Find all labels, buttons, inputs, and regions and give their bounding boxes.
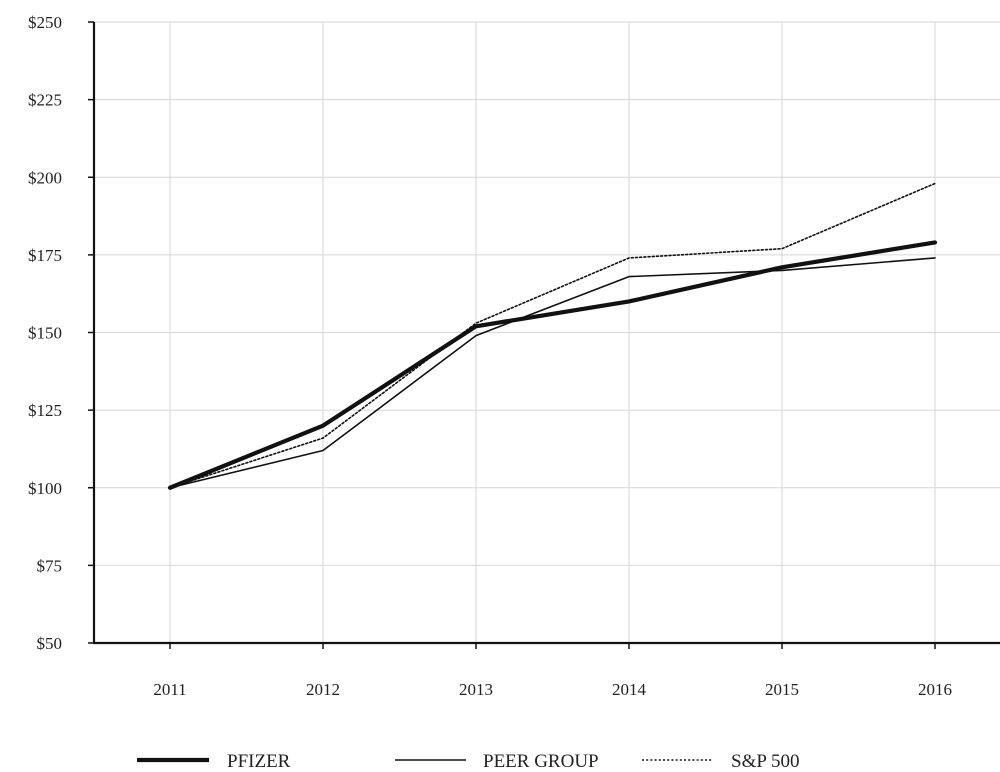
legend-label: S&P 500 [731,751,799,772]
x-tick-label: 2013 [459,680,493,699]
legend-label: PFIZER [227,751,291,772]
x-tick-label: 2016 [918,680,952,699]
legend-item-pfizer: PFIZER [137,751,291,772]
y-tick-label: $175 [28,246,62,265]
x-tick-label: 2011 [153,680,186,699]
y-tick-label: $75 [37,556,63,575]
legend: PFIZER PEER GROUP S&P 500 [137,751,799,772]
y-tick-label: $250 [28,13,62,32]
axes [88,21,1000,649]
legend-item-s-p-500: S&P 500 [642,751,799,772]
y-tick-label: $100 [28,479,62,498]
y-tick-label: $225 [28,91,62,110]
y-tick-label: $50 [37,634,63,653]
x-tick-labels: 2011 2012 2013 2014 2015 2016 [153,680,952,699]
x-tick-label: 2014 [612,680,647,699]
grid [94,21,1000,643]
y-tick-labels: $50 $75 $100 $125 $150 $175 $200 $225 $250 [28,13,62,653]
x-tick-label: 2012 [306,680,340,699]
y-tick-label: $125 [28,401,62,420]
series-lines [167,182,938,490]
series-line-peer-group [169,257,936,489]
series-line-pfizer [167,240,938,490]
y-tick-label: $150 [28,324,62,343]
series-line-s-p-500 [169,182,936,489]
legend-item-peer-group: PEER GROUP [395,751,599,772]
x-tick-label: 2015 [765,680,799,699]
y-tick-label: $200 [28,168,62,187]
legend-label: PEER GROUP [483,751,599,772]
